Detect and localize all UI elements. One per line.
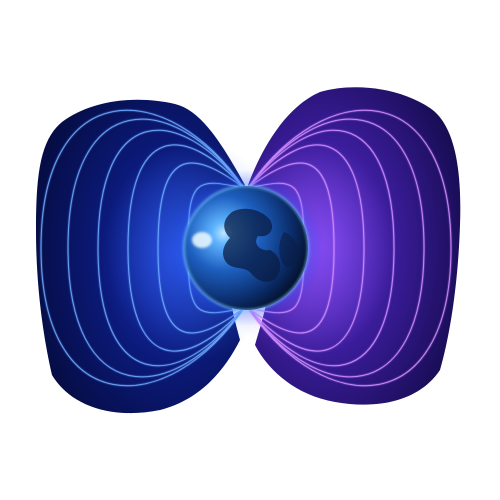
field-line — [40, 109, 245, 387]
field-line — [247, 129, 395, 367]
field-line — [247, 118, 425, 378]
field-line — [247, 109, 452, 387]
field-line — [127, 144, 245, 352]
planet-earth — [183, 185, 309, 311]
field-line — [247, 162, 335, 334]
left-field-lines — [40, 109, 245, 387]
field-line — [157, 162, 245, 334]
field-line — [97, 129, 245, 367]
continent-shape — [279, 232, 299, 267]
continent-shape — [223, 208, 281, 282]
field-line — [247, 144, 365, 352]
field-line — [67, 118, 245, 378]
